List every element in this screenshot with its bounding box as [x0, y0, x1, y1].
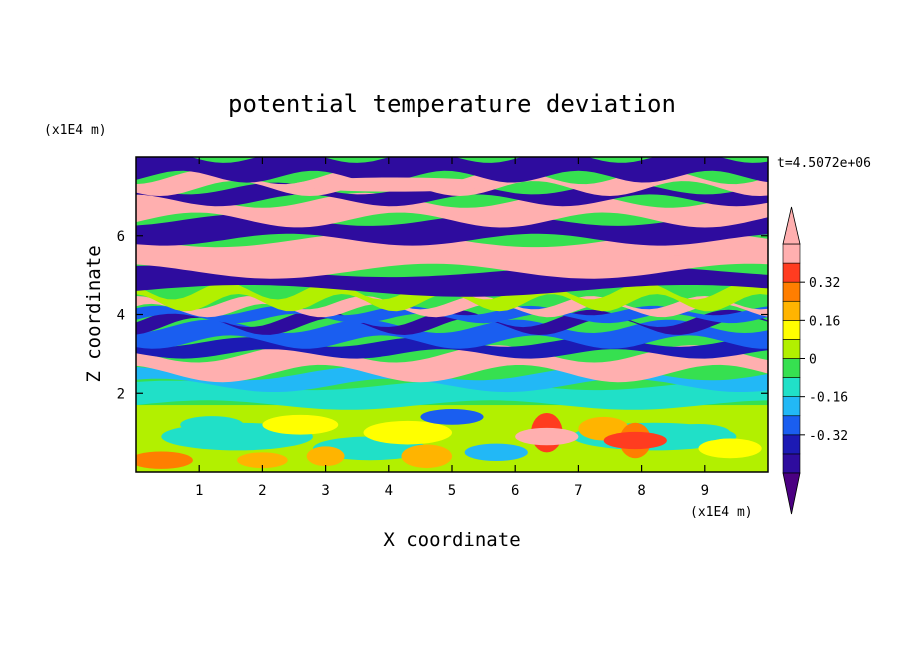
colorbar-extend-max — [782, 206, 801, 245]
colorbar: 0.32 0.16 0 -0.16 -0.32 — [782, 206, 848, 515]
y-axis-label: Z coordinate — [83, 245, 105, 382]
field-blob — [237, 452, 288, 469]
x-tick-label: 7 — [574, 483, 582, 499]
colorbar-extend-min — [782, 472, 801, 515]
chart-title: potential temperature deviation — [228, 90, 676, 118]
colorbar-segment — [782, 262, 801, 283]
x-tick-label: 4 — [385, 483, 393, 499]
contour-field — [136, 157, 768, 472]
x-tick-label: 8 — [637, 483, 645, 499]
colorbar-label: -0.16 — [809, 391, 848, 406]
x-axis-label: X coordinate — [383, 529, 520, 551]
colorbar-segment — [782, 396, 801, 417]
field-blob — [363, 420, 453, 445]
field-blob — [401, 444, 452, 469]
field-feature — [180, 416, 244, 434]
colorbar-segment — [782, 434, 801, 455]
field-blob — [420, 409, 484, 425]
colorbar-label: 0.16 — [809, 314, 840, 329]
field-blob — [698, 438, 762, 459]
field-feature — [464, 443, 528, 461]
field-transition-band — [136, 380, 768, 410]
x-unit-label: (x1E4 m) — [690, 505, 753, 520]
field-transition-band — [136, 345, 768, 383]
x-tick-label: 3 — [321, 483, 329, 499]
y-tick-label: 4 — [117, 308, 125, 324]
field-feature — [136, 451, 193, 469]
field-transition-band — [136, 282, 768, 312]
x-tick-label: 5 — [448, 483, 456, 499]
x-axis: 1 2 3 4 5 6 7 8 9 — [195, 157, 709, 499]
field-upper-band — [136, 232, 768, 279]
colorbar-label: 0 — [809, 353, 817, 368]
field-transition-band — [136, 319, 768, 349]
x-tick-label: 2 — [258, 483, 266, 499]
y-axis: 2 4 6 — [117, 229, 768, 402]
field-feature — [603, 431, 667, 450]
field-blob — [262, 414, 339, 435]
field-blob — [306, 446, 345, 467]
colorbar-segment — [782, 339, 801, 359]
field-upper-band — [136, 192, 768, 228]
field-blob — [294, 177, 497, 192]
colorbar-segment — [782, 358, 801, 378]
x-tick-label: 6 — [511, 483, 519, 499]
colorbar-segment — [782, 300, 801, 321]
x-tick-label: 9 — [701, 483, 709, 499]
colorbar-segment — [782, 281, 801, 302]
colorbar-segment — [782, 415, 801, 436]
colorbar-segment — [782, 320, 801, 340]
y-tick-label: 6 — [117, 229, 125, 245]
field-upper-band — [136, 157, 768, 183]
colorbar-label: 0.32 — [809, 276, 840, 291]
x-tick-label: 1 — [195, 483, 203, 499]
field-blob — [597, 246, 712, 257]
colorbar-label: -0.32 — [809, 429, 848, 444]
y-unit-label: (x1E4 m) — [44, 123, 107, 138]
colorbar-segment — [782, 243, 801, 264]
y-tick-label: 2 — [117, 386, 125, 402]
colorbar-segment — [782, 453, 801, 474]
field-feature — [515, 427, 579, 446]
time-label: t=4.5072e+06 — [777, 156, 871, 171]
colorbar-segment — [782, 377, 801, 397]
plot-area — [136, 157, 768, 472]
field-feature — [666, 423, 731, 442]
